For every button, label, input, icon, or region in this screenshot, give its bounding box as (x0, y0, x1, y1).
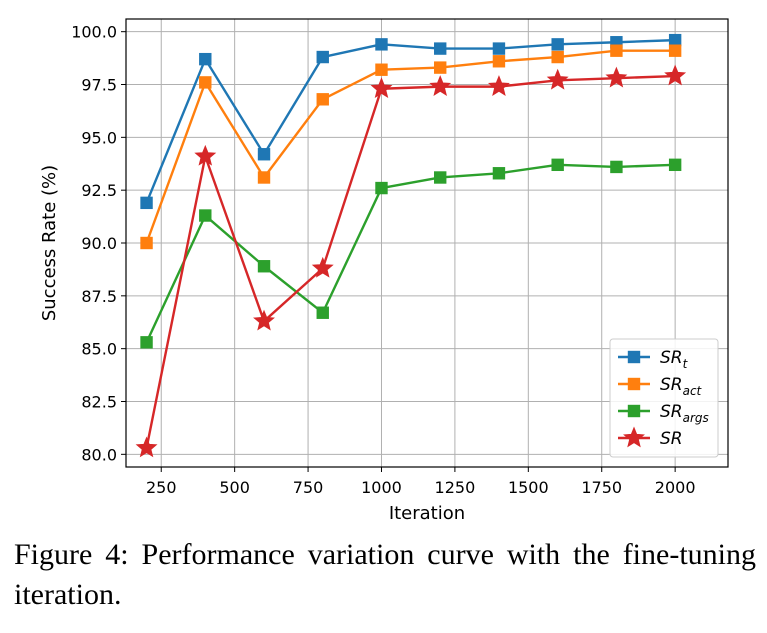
x-tick-label: 1000 (361, 478, 402, 497)
data-point (194, 144, 217, 166)
data-point (605, 66, 628, 88)
data-point (668, 33, 682, 47)
data-point (434, 42, 447, 55)
legend-label-main: SR (660, 429, 683, 449)
data-point (429, 75, 452, 96)
data-point (375, 181, 388, 195)
legend-label-main: SR (660, 402, 683, 422)
data-point (610, 160, 623, 174)
y-tick-label: 82.5 (81, 392, 117, 411)
data-point (668, 158, 682, 172)
data-point (375, 38, 388, 51)
series-line (145, 74, 676, 449)
data-point (546, 68, 569, 90)
data-point (199, 209, 212, 222)
data-point (551, 38, 564, 51)
data-point (257, 171, 271, 184)
y-tick-label: 95.0 (81, 128, 117, 147)
data-point (551, 50, 564, 64)
data-point (253, 309, 275, 331)
line-chart: 250 500 750 1000 1250 1500 1750 2000 80.0 82.5 85.… (39, 18, 729, 524)
data-point (199, 52, 212, 66)
legend-label-subscript: t (683, 357, 689, 371)
legend-item: SRt (618, 348, 689, 371)
x-tick-label: 1250 (435, 478, 476, 497)
legend-label: SRact (660, 375, 703, 398)
data-point (492, 55, 506, 68)
x-tick-label: 1500 (508, 478, 549, 497)
data-point (370, 77, 393, 99)
data-point (257, 260, 271, 273)
data-point (140, 336, 153, 349)
legend-item: SRargs (618, 402, 709, 425)
y-tick-label: 85.0 (81, 340, 117, 359)
legend-frame (609, 338, 719, 458)
grid (126, 19, 728, 467)
y-tick-label: 90.0 (81, 234, 117, 253)
legend-label-subscript: act (683, 384, 703, 398)
legend-marker (627, 404, 641, 418)
y-tick-label: 80.0 (81, 445, 117, 464)
x-tick-label: 1750 (581, 478, 622, 497)
data-point (375, 63, 388, 76)
data-point (668, 44, 682, 57)
data-point (257, 148, 271, 161)
series-sr-t (140, 33, 682, 210)
data-point (199, 76, 212, 89)
axis-ticks: 250 500 750 1000 1250 1500 1750 2000 80.0 82.5 85.… (71, 23, 695, 497)
y-tick-label: 97.5 (81, 76, 117, 95)
data-point (492, 167, 506, 180)
legend-label-subscript: args (683, 411, 709, 425)
legend-item: SRact (618, 375, 703, 398)
series-line (145, 163, 676, 343)
legend-label-main: SR (660, 348, 683, 368)
legend-label: SR (660, 429, 683, 449)
legend-marker (627, 377, 641, 391)
y-tick-label: 100.0 (71, 23, 117, 42)
data-point (140, 236, 153, 250)
data-point (492, 42, 506, 55)
data-point (434, 171, 447, 184)
data-point (551, 158, 564, 172)
series-layer (135, 33, 687, 458)
legend-label-main: SR (660, 375, 683, 395)
data-point (311, 256, 334, 278)
series-sr (135, 64, 687, 458)
x-axis-label: Iteration (389, 503, 465, 524)
legend-label: SRargs (660, 402, 709, 425)
legend-item: SR (618, 426, 683, 449)
y-axis-label: Success Rate (%) (39, 165, 60, 321)
figure-caption: Figure 4: Performance variation curve wi… (14, 538, 756, 611)
x-tick-label: 500 (219, 478, 250, 497)
series-sr-act (140, 44, 682, 250)
x-tick-label: 250 (146, 478, 177, 497)
x-tick-label: 2000 (655, 478, 696, 497)
series-sr-args (140, 158, 682, 349)
data-point (316, 50, 329, 64)
legend-marker (623, 426, 645, 448)
legend-label: SRt (660, 348, 689, 371)
data-point (434, 61, 447, 74)
data-point (135, 436, 158, 458)
data-point (664, 64, 687, 86)
y-tick-label: 92.5 (81, 181, 117, 200)
data-point (140, 196, 153, 210)
data-point (316, 306, 329, 319)
series-line (145, 38, 676, 204)
data-point (487, 75, 510, 96)
data-point (316, 93, 329, 106)
y-tick-label: 87.5 (81, 287, 117, 306)
series-line (145, 49, 676, 244)
data-point (610, 44, 623, 57)
x-tick-label: 750 (293, 478, 324, 497)
legend-marker (627, 350, 641, 364)
